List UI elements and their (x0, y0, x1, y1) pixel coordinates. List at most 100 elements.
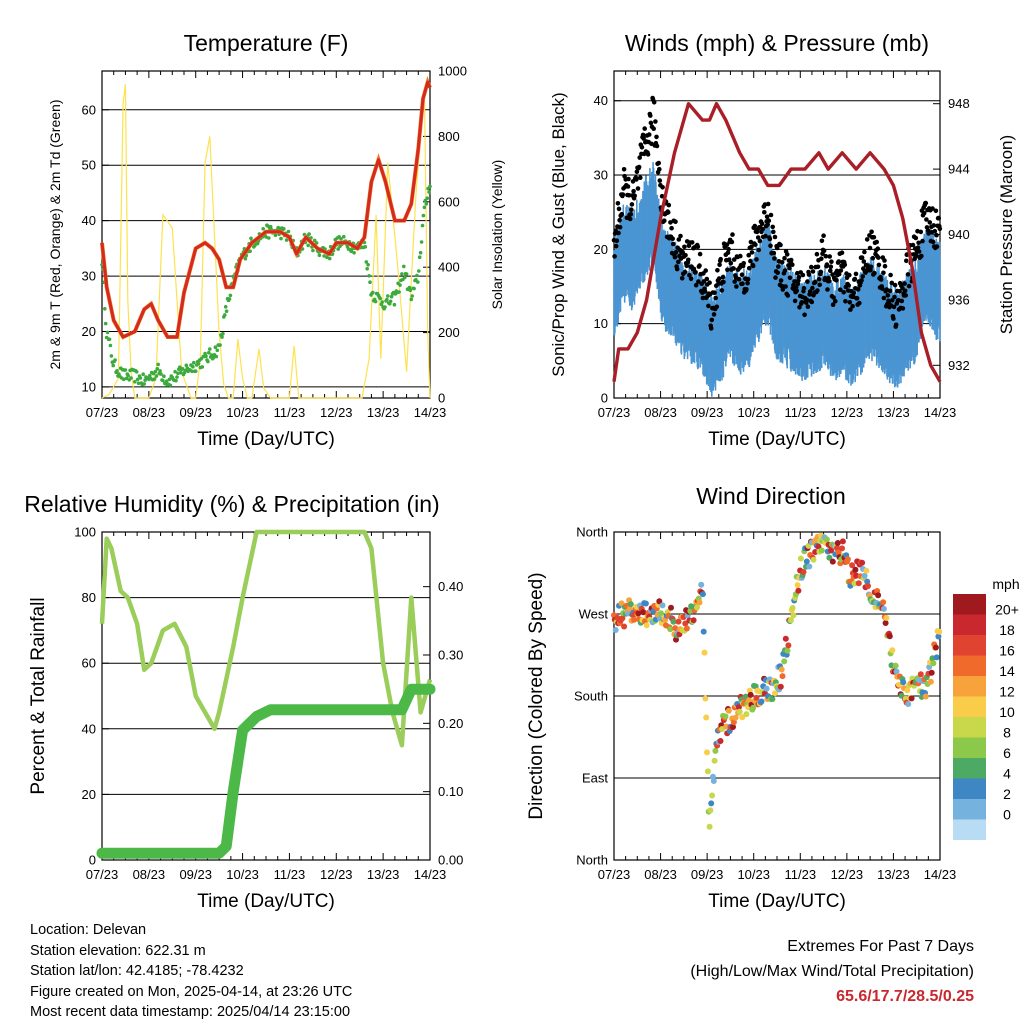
wind-gust-point (715, 268, 720, 273)
wind-gust-point (636, 164, 642, 170)
wind-gust-point (716, 276, 722, 281)
dewpoint-point (164, 379, 169, 384)
wind-direction-point (612, 627, 619, 633)
dewpoint-point (282, 227, 286, 231)
wind-direction-point (670, 618, 677, 625)
colorbar-swatch-8 (953, 758, 986, 779)
wind-gust-point (708, 326, 714, 331)
wind-gust-point (778, 278, 784, 283)
dewpoint-point (183, 368, 188, 373)
wind-gust-point (817, 282, 822, 288)
dewpoint-point (209, 353, 214, 357)
wind-gust-point (854, 296, 860, 301)
wind-gust-point (616, 206, 622, 212)
wind-gust-point (893, 322, 899, 328)
wind-gust-point (838, 268, 844, 273)
wind-direction-point (631, 616, 638, 623)
dewpoint-point (193, 369, 198, 374)
colorbar-swatch-4 (953, 676, 986, 697)
station-info: Location: Delevan Station elevation: 622… (30, 920, 352, 1023)
dewpoint-point (190, 369, 194, 374)
dewpoint-point (417, 269, 421, 273)
wind-gust-point (695, 244, 701, 249)
wind-direction-point (852, 566, 859, 573)
dewpoint-point (268, 224, 273, 229)
dewpoint-point (327, 256, 332, 261)
dewpoint-point (121, 377, 126, 382)
wind-direction-point (823, 536, 830, 543)
y-tick-label-4-3: West (579, 607, 609, 622)
pressure-line (612, 102, 942, 383)
wind-gust-point (772, 234, 778, 240)
wind-direction-point (722, 713, 729, 720)
dewpoint-point (133, 380, 137, 384)
wind-gust-point (745, 280, 750, 286)
wind-direction-point (810, 556, 817, 563)
wind-direction-point (886, 633, 893, 640)
dewpoint-point (267, 236, 271, 240)
wind-gust-point (916, 240, 921, 246)
wind-gust-point (930, 239, 936, 245)
wind-gust-point (859, 255, 865, 260)
wind-gust-point (649, 141, 654, 147)
dewpoint-point (204, 354, 208, 359)
dewpoint-point (223, 313, 227, 317)
dewpoint-point (264, 235, 268, 239)
y-tick-label-1-4: 50 (82, 158, 96, 173)
wind-direction-point (643, 622, 650, 629)
wind-direction-point (861, 572, 868, 579)
x-tick-label-3-4: 11/23 (274, 867, 306, 882)
y2-tick-label-1-4: 800 (438, 129, 460, 144)
y-tick-label-1-2: 30 (82, 269, 96, 284)
wind-gust-point (853, 271, 859, 277)
dewpoint-point (213, 345, 218, 350)
wind-gust-point (697, 251, 703, 257)
x-tick-label-2-7: 14/23 (924, 405, 957, 420)
extremes-values: 65.6/17.7/28.5/0.25 (836, 988, 974, 1005)
x-tick-label-4-1: 08/23 (644, 867, 677, 882)
dewpoint-point (417, 255, 422, 259)
wind-direction-point (782, 635, 789, 642)
dewpoint-point (284, 238, 289, 242)
relative-humidity-line (99, 529, 433, 748)
wind-gust-point (732, 279, 737, 284)
wind-gust-point (766, 218, 772, 223)
wind-direction-point (930, 660, 937, 667)
wind-gust-point (822, 275, 828, 281)
dewpoint-point (380, 300, 385, 304)
wind-gust-point (648, 120, 654, 126)
wind-direction-point (642, 600, 649, 607)
wind-gust-point (697, 263, 702, 268)
wind-gust-point (887, 288, 893, 294)
wind-direction-point (704, 749, 710, 756)
wind-direction-point (640, 609, 647, 616)
wind-gust-point (933, 208, 939, 214)
wind-gust-point (709, 317, 715, 323)
wind-gust-point (712, 290, 717, 296)
y-tick-label-3-1: 20 (82, 787, 96, 802)
wind-direction-point (743, 711, 750, 718)
wind-direction-point (698, 581, 705, 588)
wind-gust-point (792, 298, 798, 304)
wind-gust-point (659, 193, 665, 199)
wind-gust-point (899, 298, 905, 304)
colorbar-label-4: 12 (999, 684, 1015, 700)
wind-direction-point (917, 671, 924, 678)
dewpoint-point (279, 236, 283, 241)
wind-direction-point (730, 719, 737, 726)
wind-direction-point (781, 658, 788, 665)
wind-gust-point (827, 254, 832, 259)
y2-tick-label-2-1: 936 (948, 292, 970, 307)
wind-gust-point (621, 167, 627, 172)
wind-gust-point (920, 238, 925, 244)
pressure-y2-label: Station Pressure (Maroon) (997, 135, 1016, 334)
wind-gust-point (891, 316, 896, 321)
wind-gust-point (862, 249, 867, 255)
colorbar-label-8: 4 (1003, 766, 1011, 782)
wind-gust-point (679, 276, 685, 281)
wind-direction-point (696, 599, 703, 606)
x-tick-label-4-0: 07/23 (598, 867, 631, 882)
colorbar-swatch-5 (953, 696, 986, 717)
wind-gust-point (657, 166, 662, 172)
y2-tick-label-2-0: 932 (948, 358, 970, 373)
